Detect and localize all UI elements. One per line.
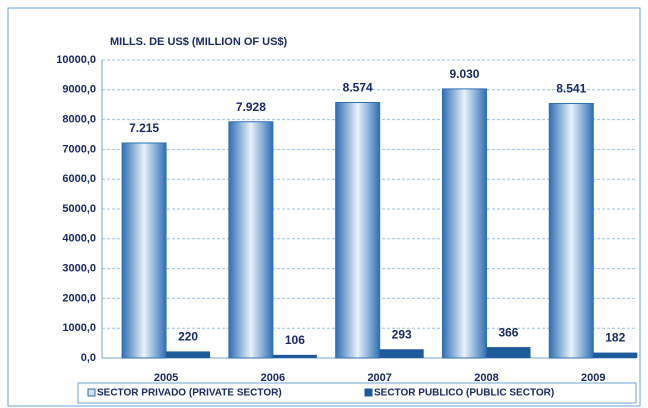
axis-title: MILLS. DE US$ (MILLION OF US$) xyxy=(110,36,288,48)
legend-label: SECTOR PRIVADO (PRIVATE SECTOR) xyxy=(97,388,282,399)
bar xyxy=(166,351,211,358)
legend-swatch xyxy=(87,388,96,397)
y-tick-label: 9000,0 xyxy=(62,84,96,96)
x-tick-label: 2007 xyxy=(367,372,391,384)
y-tick-label: 4000,0 xyxy=(62,233,96,245)
y-tick-label: 8000,0 xyxy=(62,114,96,126)
y-tick-label: 6000,0 xyxy=(62,173,96,185)
legend-swatch xyxy=(364,388,373,397)
legend-box xyxy=(77,382,637,404)
bar xyxy=(379,349,424,358)
value-label: 220 xyxy=(178,330,198,344)
bar xyxy=(593,352,638,358)
value-label: 106 xyxy=(285,333,305,347)
bar xyxy=(272,354,317,358)
y-tick-label: 10000,0 xyxy=(56,54,96,66)
bar xyxy=(486,347,531,358)
value-label: 182 xyxy=(605,331,625,345)
x-tick-label: 2006 xyxy=(261,372,285,384)
value-label: 293 xyxy=(392,327,412,341)
frame xyxy=(7,7,641,407)
x-tick-label: 2009 xyxy=(581,372,605,384)
value-label: 9.030 xyxy=(449,67,479,81)
y-tick-label: 7000,0 xyxy=(62,143,96,155)
bar xyxy=(441,88,487,359)
y-tick-label: 1000,0 xyxy=(62,322,96,334)
value-label: 7.928 xyxy=(236,100,266,114)
y-tick-label: 2000,0 xyxy=(62,292,96,304)
y-tick-label: 0,0 xyxy=(81,352,96,364)
value-label: 366 xyxy=(498,325,518,339)
y-tick-label: 3000,0 xyxy=(62,263,96,275)
bar xyxy=(335,101,381,359)
value-label: 7.215 xyxy=(129,121,159,135)
bar xyxy=(121,142,167,359)
x-tick-label: 2008 xyxy=(474,372,498,384)
value-label: 8.541 xyxy=(556,82,586,96)
legend-label: SECTOR PUBLICO (PUBLIC SECTOR) xyxy=(374,388,554,399)
y-tick-label: 5000,0 xyxy=(62,203,96,215)
bar xyxy=(548,102,594,359)
value-label: 8.574 xyxy=(343,81,373,95)
x-tick-label: 2005 xyxy=(154,372,178,384)
bar xyxy=(228,121,274,359)
